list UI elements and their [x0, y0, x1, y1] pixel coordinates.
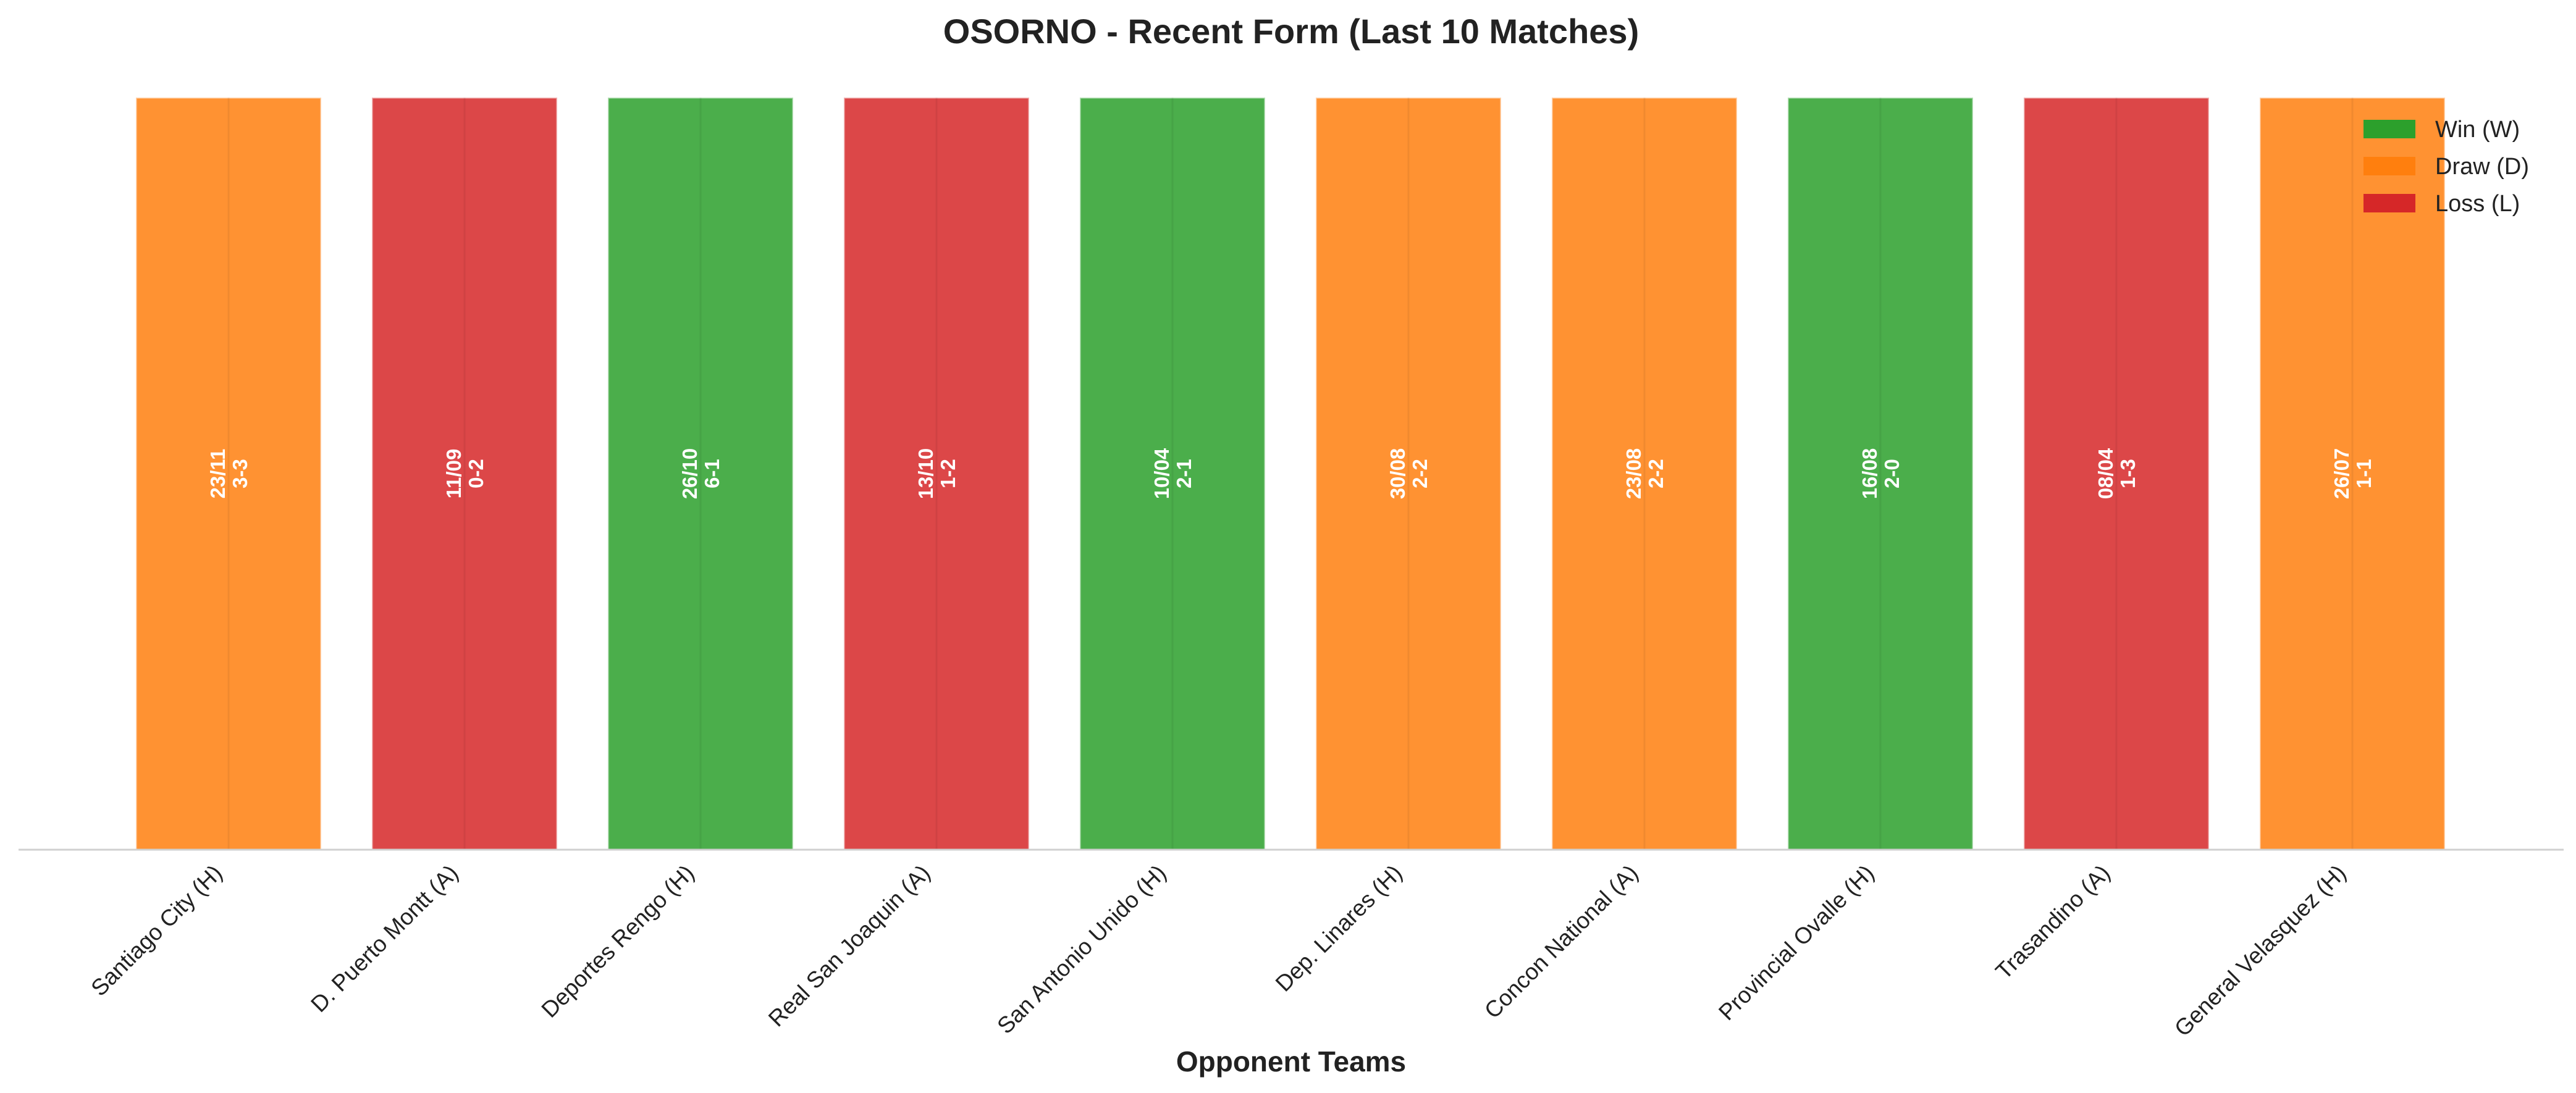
bar-score-label: 2-1 — [1172, 459, 1195, 488]
x-axis-label: Opponent Teams — [1176, 1045, 1406, 1078]
bar-date-label: 08/04 — [2094, 448, 2117, 499]
bar-6 — [1315, 96, 1502, 851]
chart-title: OSORNO - Recent Form (Last 10 Matches) — [943, 12, 1639, 51]
bar-score-label: 0-2 — [465, 459, 487, 488]
bar-date-label: 23/11 — [206, 449, 229, 499]
bar-score-label: 2-2 — [1408, 459, 1431, 488]
bar-label-9: 08/041-3 — [2094, 448, 2139, 499]
x-tick-label: Provincial Ovalle (H) — [1714, 860, 1879, 1025]
x-tick-label: General Velasquez (H) — [2170, 860, 2351, 1042]
bar-date-label: 16/08 — [1858, 448, 1881, 500]
bar-label-5: 10/042-1 — [1150, 448, 1195, 499]
legend-swatch-w — [2363, 120, 2415, 138]
legend-label-w: Win (W) — [2435, 117, 2520, 143]
x-tick-label: Trasandino (A) — [1991, 860, 2115, 984]
x-tick-label: Dep. Linares (H) — [1271, 860, 1407, 997]
bar-5 — [1079, 96, 1266, 851]
legend-label-d: Draw (D) — [2435, 154, 2529, 180]
x-tick-label: D. Puerto Montt (A) — [306, 860, 463, 1017]
bar-label-2: 11/090-2 — [442, 449, 487, 499]
bars-layer: 23/113-3 11/090-2 26/106-1 13/101-2 10/042-1… — [135, 96, 2446, 851]
x-tick-labels: Santiago City (H) D. Puerto Montt (A) Depo… — [86, 860, 2351, 1042]
bar-date-label: 23/08 — [1622, 448, 1645, 500]
bar-label-4: 13/101-2 — [914, 448, 959, 500]
bar-4 — [843, 96, 1030, 851]
bar-3 — [607, 96, 794, 851]
x-tick-label: Santiago City (H) — [86, 860, 227, 1001]
bar-score-label: 2-2 — [1644, 459, 1667, 488]
bar-2 — [371, 96, 558, 851]
legend-label-l: Loss (L) — [2435, 191, 2520, 217]
bar-date-label: 26/10 — [678, 448, 701, 500]
bar-label-7: 23/082-2 — [1622, 448, 1667, 500]
x-tick-label: Real San Joaquin (A) — [764, 860, 935, 1032]
x-tick-label: Deportes Rengo (H) — [537, 860, 699, 1023]
bar-10 — [2258, 96, 2446, 851]
bar-label-8: 16/082-0 — [1858, 448, 1903, 500]
bar-score-label: 1-2 — [937, 459, 959, 488]
bar-date-label: 13/10 — [914, 448, 937, 500]
bar-score-label: 2-0 — [1880, 459, 1903, 488]
x-tick-label: Concon National (A) — [1480, 860, 1643, 1024]
bar-7 — [1551, 96, 1738, 851]
bar-score-label: 1-3 — [2116, 459, 2139, 488]
x-tick-label: San Antonio Unido (H) — [992, 860, 1171, 1039]
bar-label-10: 26/071-1 — [2330, 448, 2375, 500]
bar-score-label: 3-3 — [229, 459, 251, 488]
legend-swatch-l — [2363, 194, 2415, 212]
legend-swatch-d — [2363, 157, 2415, 175]
bar-date-label: 11/09 — [442, 449, 465, 499]
bar-score-label: 6-1 — [701, 459, 723, 488]
bar-label-3: 26/106-1 — [678, 448, 723, 500]
bar-label-6: 30/082-2 — [1386, 448, 1431, 500]
bar-label-1: 23/113-3 — [206, 449, 251, 499]
bar-date-label: 30/08 — [1386, 448, 1409, 500]
bar-date-label: 10/04 — [1150, 448, 1173, 499]
bar-score-label: 1-1 — [2352, 459, 2375, 488]
bar-1 — [135, 96, 322, 851]
bar-date-label: 26/07 — [2330, 448, 2353, 500]
legend: Win (W) Draw (D) Loss (L) — [2363, 117, 2529, 217]
